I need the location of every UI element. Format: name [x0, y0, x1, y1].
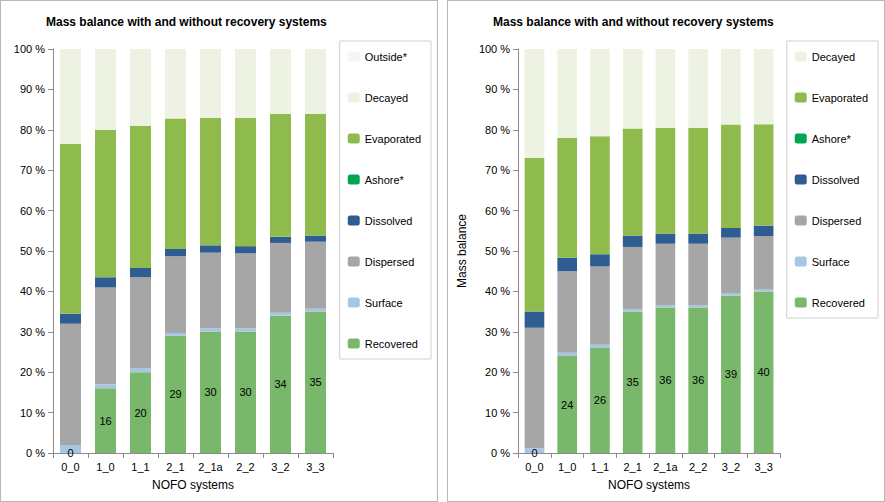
svg-text:30 %: 30 %	[20, 326, 45, 338]
svg-text:70 %: 70 %	[20, 164, 45, 176]
svg-text:Dispersed: Dispersed	[812, 215, 862, 227]
svg-text:Mass balance: Mass balance	[455, 214, 469, 288]
svg-text:3_2: 3_2	[722, 461, 740, 473]
svg-text:24: 24	[561, 399, 573, 411]
svg-text:Decayed: Decayed	[812, 51, 855, 63]
svg-text:0: 0	[531, 447, 537, 459]
svg-text:80 %: 80 %	[485, 124, 510, 136]
svg-text:0_0: 0_0	[525, 461, 543, 473]
svg-text:Decayed: Decayed	[365, 92, 408, 104]
svg-text:Surface: Surface	[812, 256, 850, 268]
svg-text:Mass balance with and without: Mass balance with and without recovery s…	[46, 15, 327, 29]
svg-text:Dissolved: Dissolved	[812, 174, 860, 186]
svg-text:39: 39	[725, 368, 737, 380]
svg-text:2_1: 2_1	[166, 461, 184, 473]
svg-text:1_0: 1_0	[558, 461, 576, 473]
svg-text:Mass balance with and without: Mass balance with and without recovery s…	[493, 15, 774, 29]
svg-text:80 %: 80 %	[20, 124, 45, 136]
svg-text:70 %: 70 %	[485, 164, 510, 176]
svg-text:1_0: 1_0	[96, 461, 114, 473]
svg-text:26: 26	[594, 394, 606, 406]
svg-text:0_0: 0_0	[61, 461, 79, 473]
svg-text:NOFO systems: NOFO systems	[608, 478, 690, 492]
svg-text:3_3: 3_3	[754, 461, 772, 473]
svg-text:20 %: 20 %	[485, 366, 510, 378]
svg-text:35: 35	[627, 376, 639, 388]
svg-text:90 %: 90 %	[20, 83, 45, 95]
svg-text:Outside*: Outside*	[365, 51, 408, 63]
svg-text:60 %: 60 %	[20, 205, 45, 217]
svg-text:35: 35	[309, 376, 321, 388]
svg-text:36: 36	[659, 374, 671, 386]
svg-text:Evaporated: Evaporated	[812, 92, 868, 104]
svg-text:20: 20	[134, 407, 146, 419]
svg-text:Evaporated: Evaporated	[365, 133, 421, 145]
svg-text:34: 34	[274, 378, 286, 390]
svg-text:2_2: 2_2	[689, 461, 707, 473]
svg-text:Ashore*: Ashore*	[812, 133, 852, 145]
svg-text:2_2: 2_2	[236, 461, 254, 473]
svg-text:100 %: 100 %	[479, 43, 510, 55]
svg-text:0 %: 0 %	[26, 447, 45, 459]
svg-text:2_1a: 2_1a	[653, 461, 678, 473]
svg-text:40 %: 40 %	[20, 285, 45, 297]
svg-text:30: 30	[204, 386, 216, 398]
svg-text:1_1: 1_1	[131, 461, 149, 473]
svg-text:100 %: 100 %	[14, 43, 45, 55]
svg-text:40: 40	[758, 366, 770, 378]
svg-text:60 %: 60 %	[485, 205, 510, 217]
svg-text:30 %: 30 %	[485, 326, 510, 338]
svg-text:Ashore*: Ashore*	[365, 174, 405, 186]
svg-text:20 %: 20 %	[20, 366, 45, 378]
svg-text:2_1a: 2_1a	[198, 461, 223, 473]
svg-text:NOFO systems: NOFO systems	[152, 478, 234, 492]
svg-text:Dissolved: Dissolved	[365, 215, 413, 227]
svg-text:Recovered: Recovered	[812, 297, 865, 309]
svg-text:29: 29	[169, 388, 181, 400]
svg-text:16: 16	[99, 415, 111, 427]
svg-text:36: 36	[692, 374, 704, 386]
svg-text:2_1: 2_1	[623, 461, 641, 473]
svg-text:Dispersed: Dispersed	[365, 256, 415, 268]
svg-text:10 %: 10 %	[485, 407, 510, 419]
svg-text:10 %: 10 %	[20, 407, 45, 419]
svg-text:50 %: 50 %	[20, 245, 45, 257]
svg-text:Recovered: Recovered	[365, 338, 418, 350]
svg-text:0 %: 0 %	[491, 447, 510, 459]
svg-text:Surface: Surface	[365, 297, 403, 309]
svg-text:30: 30	[239, 386, 251, 398]
svg-text:50 %: 50 %	[485, 245, 510, 257]
svg-text:40 %: 40 %	[485, 285, 510, 297]
svg-text:1_1: 1_1	[591, 461, 609, 473]
svg-text:3_3: 3_3	[306, 461, 324, 473]
svg-text:3_2: 3_2	[271, 461, 289, 473]
svg-text:0: 0	[67, 447, 73, 459]
svg-text:90 %: 90 %	[485, 83, 510, 95]
